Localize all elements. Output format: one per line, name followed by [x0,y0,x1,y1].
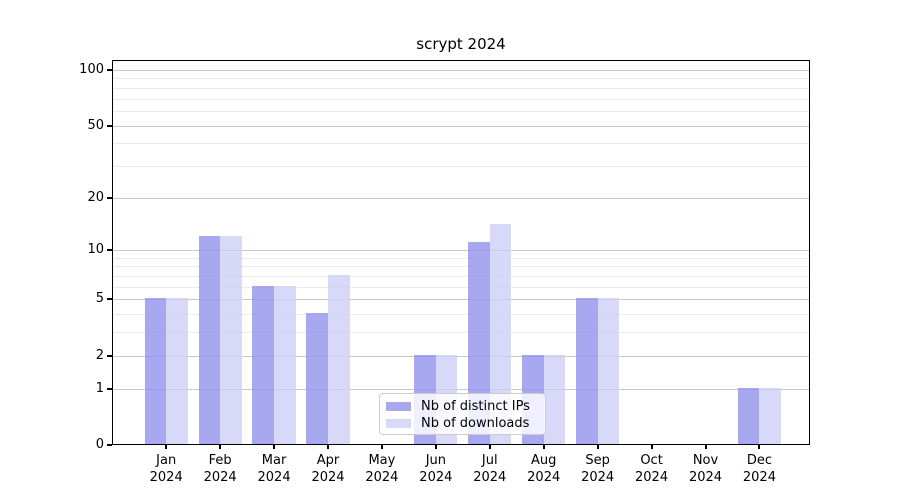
bar-nb-of-distinct-ips-mar [252,285,275,444]
x-tick-mark-apr [326,444,329,449]
minor-gridline-9 [113,257,809,259]
legend-label: Nb of distinct IPs [421,399,530,414]
y-tick-mark-5 [107,298,112,301]
major-gridline-20 [113,197,809,199]
x-tick-label-nov: Nov 2024 [688,453,723,485]
minor-gridline-6 [113,286,809,288]
minor-gridline-4 [113,314,809,316]
major-gridline-5 [113,299,809,301]
y-tick-label-100: 100 [79,62,104,77]
bar-nb-of-downloads-jan [166,298,188,444]
legend-entry: Nb of downloads [386,415,545,432]
legend-label: Nb of downloads [421,416,530,431]
chart-title: scrypt 2024 [416,35,506,53]
bar-nb-of-distinct-ips-feb [198,235,221,444]
x-tick-mark-jun [434,444,437,449]
bar-nb-of-downloads-jul [489,224,512,444]
x-tick-mark-dec [758,444,761,449]
bar-nb-of-downloads-dec [759,387,782,444]
y-tick-mark-0 [107,444,112,446]
x-tick-label-may: May 2024 [365,453,399,485]
x-tick-label-jul: Jul 2024 [473,453,507,485]
legend-swatch-nb-of-downloads [386,419,411,428]
x-tick-mark-may [380,444,383,449]
x-tick-label-dec: Dec 2024 [742,453,776,485]
minor-gridline-90 [113,78,809,80]
x-tick-mark-oct [650,444,653,449]
y-tick-label-2: 2 [95,347,104,363]
y-tick-mark-10 [107,249,112,252]
x-tick-label-sep: Sep 2024 [581,453,615,485]
bar-nb-of-downloads-apr [327,275,350,444]
y-tick-label-0: 0 [95,437,104,452]
minor-gridline-7 [113,276,809,278]
bar-nb-of-distinct-ips-dec [737,387,760,444]
plot-area [112,60,810,445]
x-tick-mark-jul [488,444,491,449]
x-tick-mark-nov [704,444,707,449]
bar-nb-of-downloads-aug [543,354,566,444]
y-tick-label-1: 1 [95,380,104,396]
x-tick-mark-feb [219,444,222,449]
x-tick-label-oct: Oct 2024 [635,453,669,485]
major-gridline-100 [113,70,809,71]
x-tick-label-jun: Jun 2024 [419,453,453,485]
x-tick-label-feb: Feb 2024 [203,453,237,485]
legend: Nb of distinct IPs Nb of downloads [379,393,546,435]
x-tick-mark-aug [542,444,545,449]
y-tick-label-20: 20 [87,189,104,205]
x-tick-label-jan: Jan 2024 [149,453,183,485]
y-tick-mark-100 [107,69,112,71]
x-tick-label-mar: Mar 2024 [257,453,291,485]
minor-gridline-70 [113,98,809,100]
y-tick-mark-20 [107,196,112,199]
major-gridline-1 [113,388,809,390]
minor-gridline-3 [113,332,809,334]
y-tick-mark-50 [107,124,112,127]
major-gridline-10 [113,250,809,252]
minor-gridline-80 [113,87,809,89]
major-gridline-2 [113,355,809,357]
x-tick-mark-jan [165,444,168,449]
x-tick-mark-sep [596,444,599,449]
y-tick-mark-1 [107,387,112,390]
bar-nb-of-distinct-ips-sep [576,298,598,444]
legend-entry: Nb of distinct IPs [386,398,545,415]
bar-nb-of-downloads-mar [274,285,296,444]
x-tick-label-aug: Aug 2024 [527,453,561,485]
minor-gridline-60 [113,110,809,112]
y-tick-mark-2 [107,354,112,357]
minor-gridline-8 [113,266,809,268]
bar-nb-of-distinct-ips-jan [144,298,167,444]
y-tick-label-10: 10 [87,242,104,258]
major-gridline-50 [113,125,809,127]
x-tick-mark-mar [273,444,276,449]
minor-gridline-30 [113,165,809,167]
y-tick-label-50: 50 [87,117,104,133]
minor-gridline-40 [113,143,809,145]
x-tick-label-apr: Apr 2024 [311,453,345,485]
bar-nb-of-downloads-feb [220,235,242,444]
legend-swatch-nb-of-distinct-ips [386,402,411,411]
y-tick-label-5: 5 [95,291,104,307]
bar-nb-of-downloads-sep [597,298,620,444]
bar-nb-of-distinct-ips-apr [306,313,328,444]
